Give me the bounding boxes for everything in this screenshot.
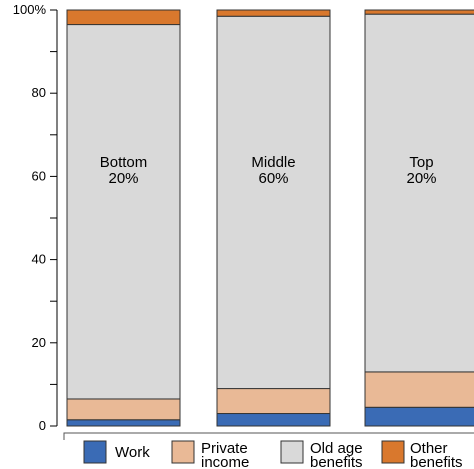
y-tick-label: 100%: [13, 2, 47, 17]
legend-label-2-line-0: Old age: [310, 440, 363, 457]
legend-label-0: Work: [115, 444, 150, 461]
bar-segment-3-1: [216, 9, 331, 17]
legend-label-3-line-0: Other: [410, 440, 448, 457]
bar-segment-0-1: [216, 413, 331, 427]
legend-label-3-line-1: benefits: [410, 454, 463, 469]
category-label-share: 20%: [406, 170, 436, 187]
legend-swatch-0: [83, 440, 107, 464]
y-tick-label: 60: [32, 168, 46, 183]
category-label-name: Middle: [251, 154, 295, 171]
y-tick-label: 40: [32, 252, 46, 267]
legend-swatch-2: [280, 440, 304, 464]
category-label-name: Bottom: [100, 154, 148, 171]
y-tick-label: 80: [32, 85, 46, 100]
bar-segment-2-0: [66, 24, 181, 400]
category-label-share: 60%: [258, 170, 288, 187]
legend-label-1-line-0: Private: [201, 440, 248, 457]
bar-segment-3-2: [364, 9, 474, 15]
y-axis: 0 20 40 60 80 100%: [13, 2, 58, 433]
bar-segment-3-0: [66, 9, 181, 26]
bar-segment-0-0: [66, 419, 181, 427]
bar-segment-0-2: [364, 406, 474, 427]
legend-frame: [63, 432, 474, 440]
bar-segment-1-0: [66, 398, 181, 421]
legend-swatch-3: [381, 440, 405, 464]
category-label-share: 20%: [108, 170, 138, 187]
legend-label-2-line-1: benefits: [310, 454, 363, 469]
bar-segment-1-1: [216, 388, 331, 415]
category-label-name: Top: [409, 154, 433, 171]
legend-label-1-line-1: income: [201, 454, 249, 469]
y-tick-label: 0: [39, 418, 46, 433]
bar-segment-2-2: [364, 13, 474, 373]
legend-swatch-1: [171, 440, 195, 464]
bar-segment-1-2: [364, 371, 474, 408]
bar-segment-2-1: [216, 15, 331, 390]
y-tick-label: 20: [32, 335, 46, 350]
bars-group: [66, 9, 474, 427]
